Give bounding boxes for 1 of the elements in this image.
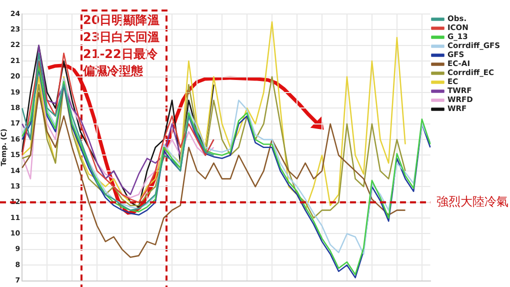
ref-line-label: 強烈大陸冷氣 xyxy=(436,194,508,208)
